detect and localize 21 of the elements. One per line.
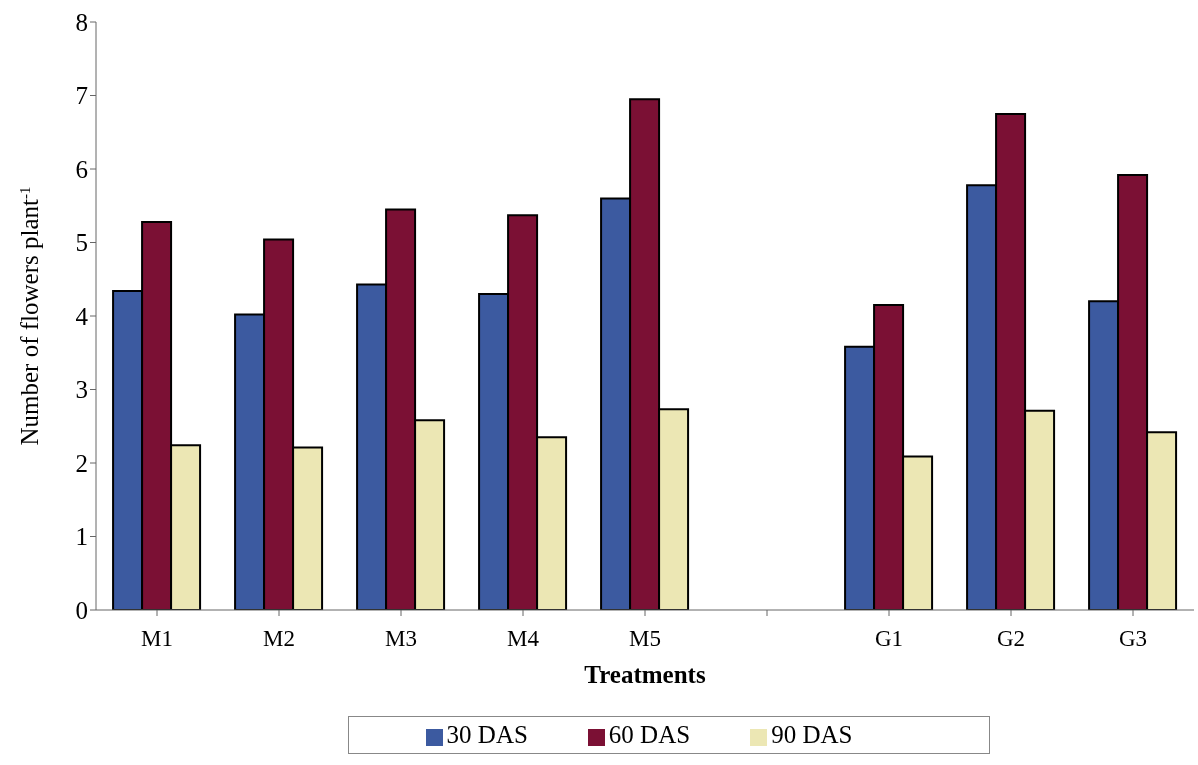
y-tick-label: 3 — [75, 376, 88, 404]
y-tick-label: 1 — [75, 523, 88, 551]
legend-label: 90 DAS — [771, 721, 853, 748]
y-tick-label: 7 — [75, 82, 88, 110]
x-tick-label: M5 — [629, 626, 661, 652]
legend-label: 60 DAS — [608, 721, 691, 748]
x-tick-label: G3 — [1118, 626, 1148, 652]
x-axis-title: Treatments — [584, 660, 706, 688]
x-tick-label: M2 — [263, 626, 295, 652]
y-tick-label: 6 — [75, 155, 88, 183]
x-tick-label: G2 — [996, 626, 1026, 652]
legend-label: 30 DAS — [446, 721, 528, 748]
x-tick-label: G1 — [874, 626, 904, 652]
y-tick-label: 0 — [75, 596, 88, 624]
x-tick-label: M3 — [385, 626, 417, 652]
x-tick-label: M1 — [141, 626, 173, 652]
y-tick-label: 8 — [75, 8, 88, 36]
x-tick-label: M4 — [507, 626, 540, 652]
y-tick-label: 4 — [75, 302, 89, 330]
y-tick-label: 2 — [75, 449, 88, 477]
y-tick-label: 5 — [75, 229, 88, 257]
